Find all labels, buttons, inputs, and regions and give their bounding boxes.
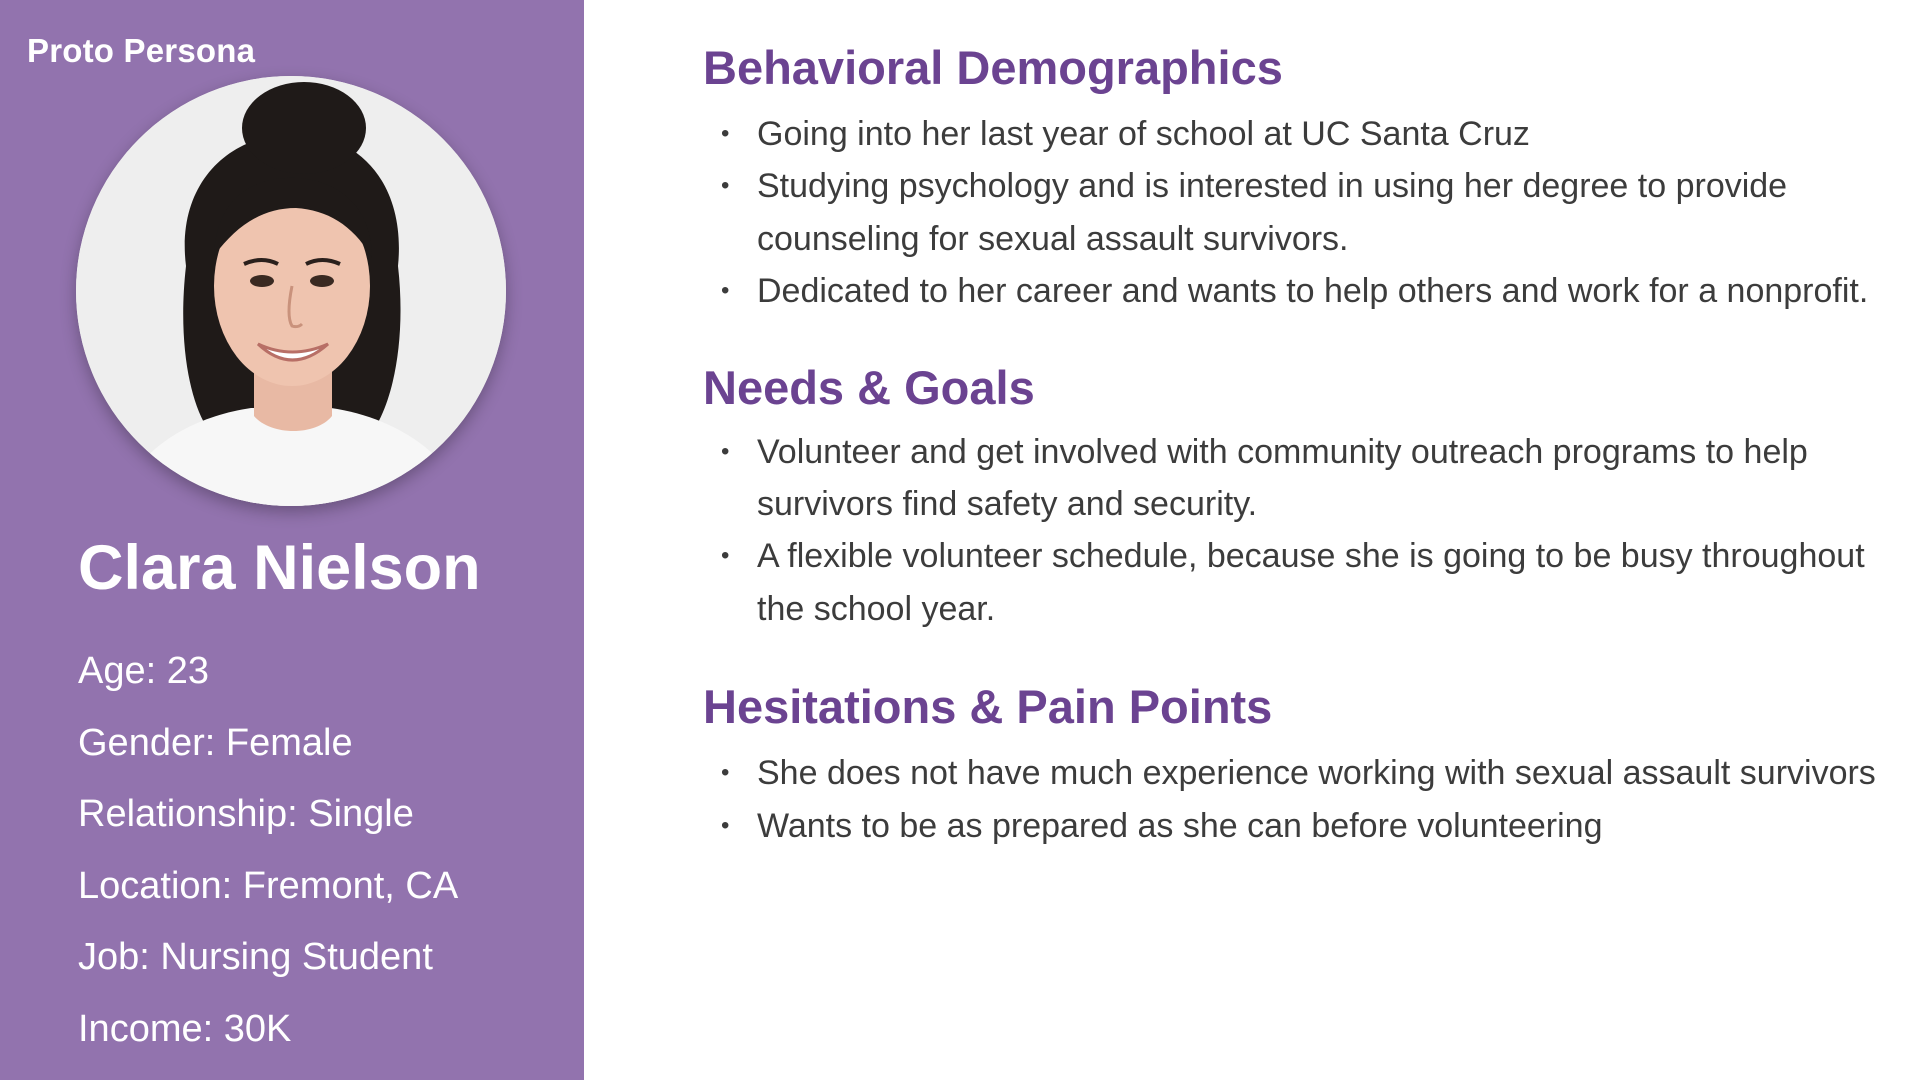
bullet-list: She does not have much experience workin… (703, 747, 1893, 852)
persona-photo-illustration (76, 76, 506, 506)
bullet-list: Going into her last year of school at UC… (703, 108, 1893, 318)
attribute-job: Job: Nursing Student (78, 936, 433, 978)
persona-sidebar: Proto Persona Clara (0, 0, 584, 1080)
section-hesitations-pain-points: Hesitations & Pain Points She does not h… (703, 675, 1893, 852)
attribute-location: Location: Fremont, CA (78, 864, 459, 907)
attribute-income: Income: 30K (78, 1007, 292, 1050)
attribute-age: Age: 23 (78, 650, 209, 692)
list-item: Volunteer and get involved with communit… (703, 426, 1893, 531)
section-title: Behavioral Demographics (703, 41, 1283, 94)
list-item: She does not have much experience workin… (703, 747, 1893, 800)
proto-persona-label: Proto Persona (27, 32, 256, 69)
section-title: Needs & Goals (703, 360, 1035, 414)
list-item: Wants to be as prepared as she can befor… (703, 800, 1893, 853)
persona-details: Behavioral Demographics Going into her l… (703, 36, 1893, 852)
list-item: Dedicated to her career and wants to hel… (703, 265, 1893, 318)
attribute-relationship: Relationship: Single (78, 793, 414, 835)
list-item: A flexible volunteer schedule, because s… (703, 530, 1893, 635)
list-item: Studying psychology and is interested in… (703, 160, 1893, 265)
persona-avatar (76, 76, 506, 506)
section-needs-goals: Needs & Goals Volunteer and get involved… (703, 356, 1893, 636)
bullet-list: Volunteer and get involved with communit… (703, 426, 1893, 636)
section-behavioral-demographics: Behavioral Demographics Going into her l… (703, 36, 1893, 318)
list-item: Going into her last year of school at UC… (703, 108, 1893, 161)
persona-name: Clara Nielson (78, 533, 481, 603)
attribute-gender: Gender: Female (78, 721, 353, 764)
section-title: Hesitations & Pain Points (703, 680, 1273, 734)
persona-attributes: Age: 23 Gender: Female Relationship: Sin… (78, 645, 458, 1074)
